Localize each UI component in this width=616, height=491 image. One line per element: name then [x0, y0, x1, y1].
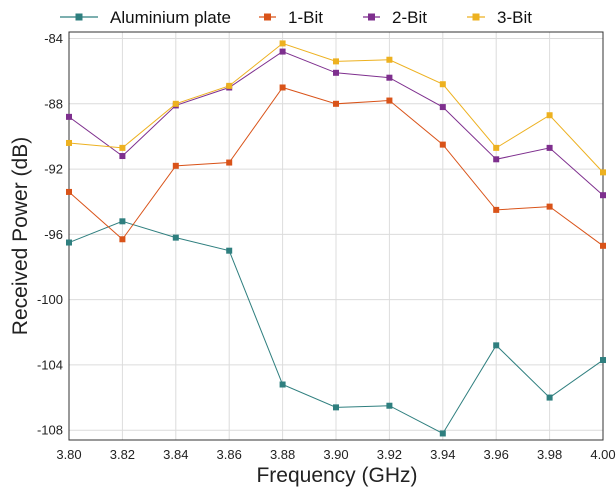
y-axis-title: Received Power (dB)	[9, 137, 32, 335]
x-tick-label: 4.00	[590, 447, 615, 462]
data-point	[226, 159, 233, 166]
x-tick-label: 3.82	[110, 447, 135, 462]
y-tick-label: -96	[44, 227, 63, 242]
data-point	[546, 203, 553, 210]
series-3-bit	[66, 40, 606, 176]
data-point	[119, 153, 126, 160]
y-tick-label: -92	[44, 162, 63, 177]
data-point	[172, 100, 179, 107]
data-point	[279, 48, 286, 55]
data-point	[493, 144, 500, 151]
data-point	[333, 58, 339, 65]
data-point	[119, 236, 126, 243]
data-point	[386, 402, 393, 409]
data-point	[600, 169, 606, 176]
data-point	[333, 69, 339, 76]
data-point	[600, 242, 606, 249]
data-point	[546, 112, 553, 119]
axis-layer: 3.80 3.82 3.84 3.86 3.88 3.90 3.92 3.94 3.96 3.98…	[37, 31, 616, 462]
grid-layer	[68, 32, 604, 440]
data-point	[226, 82, 233, 89]
data-point	[493, 206, 500, 213]
data-point	[546, 144, 553, 151]
legend-marker	[368, 13, 375, 21]
legend-marker	[75, 13, 83, 21]
data-point	[386, 97, 393, 104]
legend-marker	[264, 13, 271, 21]
data-point	[172, 162, 179, 169]
series-layer	[66, 40, 606, 437]
plot-frame	[68, 31, 604, 441]
legend-label: 2-Bit	[392, 8, 427, 27]
x-tick-label: 3.92	[377, 447, 402, 462]
legend: Aluminium plate 1-Bit 2-Bit 3-Bit	[60, 8, 532, 27]
x-tick-label: 3.96	[484, 447, 509, 462]
legend-entry: 2-Bit	[363, 8, 427, 27]
data-point	[66, 139, 72, 146]
data-point	[386, 56, 393, 63]
data-point	[439, 141, 446, 148]
data-point	[226, 247, 233, 254]
x-tick-label: 3.94	[430, 447, 455, 462]
y-tick-label: -84	[44, 31, 63, 46]
x-axis-title: Frequency (GHz)	[256, 464, 417, 487]
data-point	[600, 192, 606, 199]
series-aluminium-plate	[66, 218, 606, 437]
data-point	[546, 394, 553, 401]
x-tick-label: 3.86	[217, 447, 242, 462]
legend-marker	[472, 13, 480, 21]
data-point	[386, 74, 393, 81]
data-point	[333, 100, 339, 107]
x-tick-label: 3.90	[323, 447, 348, 462]
data-point	[279, 40, 286, 47]
x-tick-label: 3.98	[537, 447, 562, 462]
x-tick-label: 3.84	[163, 447, 188, 462]
data-point	[279, 84, 286, 91]
data-point	[172, 234, 179, 241]
data-point	[66, 113, 72, 120]
data-point	[279, 381, 286, 388]
legend-label: 1-Bit	[288, 8, 323, 27]
data-point	[439, 430, 446, 437]
data-point	[119, 144, 126, 151]
data-point	[333, 404, 339, 411]
y-tick-label: -108	[37, 423, 63, 438]
y-tick-label: -100	[37, 292, 63, 307]
legend-entry: 1-Bit	[259, 8, 323, 27]
data-point	[600, 357, 606, 364]
data-point	[439, 81, 446, 88]
x-tick-label: 3.88	[270, 447, 295, 462]
data-point	[119, 218, 126, 225]
legend-label: Aluminium plate	[110, 8, 231, 27]
data-point	[439, 104, 446, 111]
y-tick-label: -88	[44, 96, 63, 111]
legend-entry: Aluminium plate	[60, 8, 231, 27]
x-tick-label: 3.80	[56, 447, 81, 462]
data-point	[66, 188, 72, 195]
y-tick-label: -104	[37, 357, 63, 372]
series-1-bit	[66, 84, 606, 249]
data-point	[493, 342, 500, 349]
legend-label: 3-Bit	[497, 8, 532, 27]
data-point	[493, 156, 500, 163]
legend-entry: 3-Bit	[467, 8, 532, 27]
data-point	[66, 239, 72, 246]
